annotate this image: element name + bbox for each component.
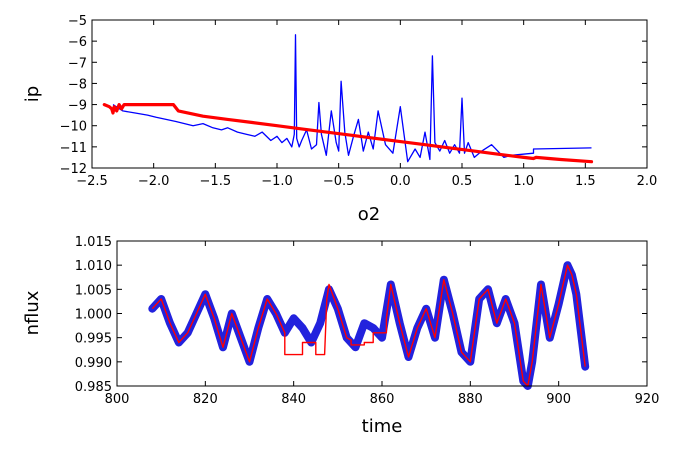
subplot-top: −2.5 −2.0 −1.5 −1.0 −0.5 0.0 0.5 1.0 1.5 2.0 −12−…: [22, 14, 657, 225]
y-tick-label: 1.010: [75, 259, 112, 274]
y-tick-label: −7: [68, 56, 87, 71]
x-tick-label: −0.5: [323, 174, 355, 189]
subplot-bottom: 800 820 840 860 880 900 920 0.985 0.990 0.995 1.0…: [22, 235, 659, 437]
x-tick-label: 2.0: [637, 174, 658, 189]
y-tick-label: 1.015: [75, 235, 112, 250]
x-tick-label: 860: [370, 392, 395, 407]
axes-frame-top: [91, 19, 648, 169]
x-ticks-bottom: 800 820 840 860 880 900 920: [105, 241, 660, 407]
y-ticks-top: −12 −11 −10 −9 −8 −7 −6 −5: [60, 14, 647, 177]
plot-area-top: [102, 34, 594, 164]
x-tick-label: 0.0: [390, 174, 411, 189]
y-tick-label: −5: [68, 14, 87, 29]
x-tick-label: −2.0: [138, 174, 170, 189]
x-tick-label: 880: [458, 392, 483, 407]
x-tick-label: 1.0: [513, 174, 534, 189]
series-line-bottom-2: [151, 264, 586, 387]
y-axis-label-bottom: nflux: [22, 290, 43, 335]
y-tick-label: −8: [68, 77, 87, 92]
y-tick-label: 1.005: [75, 283, 112, 298]
y-tick-label: −11: [60, 141, 87, 156]
x-axis-label-bottom: time: [362, 416, 403, 437]
y-tick-label: 1.000: [75, 308, 112, 323]
series-line-bottom-1: [148, 261, 590, 390]
x-tick-label: −1.5: [200, 174, 232, 189]
x-tick-label: 0.5: [452, 174, 473, 189]
x-tick-label: −1.0: [261, 174, 293, 189]
x-axis-label-top: o2: [358, 204, 380, 225]
x-ticks-top: −2.5 −2.0 −1.5 −1.0 −0.5 0.0 0.5 1.0 1.5 2.0: [76, 20, 657, 189]
y-tick-label: −9: [68, 99, 87, 114]
x-tick-label: −2.5: [76, 174, 108, 189]
x-tick-label: 920: [635, 392, 660, 407]
y-tick-label: 0.985: [75, 380, 112, 395]
y-tick-label: −10: [60, 120, 87, 135]
plot-area-bottom: [148, 261, 590, 390]
x-tick-label: 840: [281, 392, 306, 407]
y-tick-label: 0.990: [75, 356, 112, 371]
x-tick-label: 800: [105, 392, 130, 407]
series-line-top-1: [112, 34, 592, 163]
y-tick-label: −12: [60, 162, 87, 177]
series-line-top-2: [102, 103, 594, 164]
y-tick-label: 0.995: [75, 332, 112, 347]
y-axis-label-top: ip: [22, 86, 43, 102]
x-tick-label: 1.5: [575, 174, 596, 189]
y-tick-label: −6: [68, 35, 87, 50]
y-ticks-bottom: 0.985 0.990 0.995 1.000 1.005 1.010 1.015: [75, 235, 647, 395]
x-tick-label: 820: [193, 392, 218, 407]
x-tick-label: 900: [546, 392, 571, 407]
